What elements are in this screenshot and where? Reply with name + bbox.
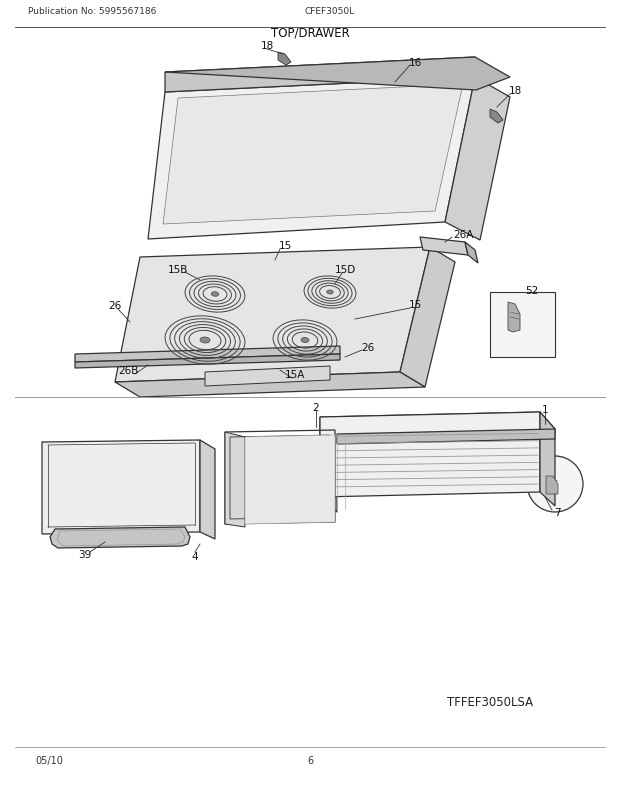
- Polygon shape: [445, 78, 510, 241]
- Polygon shape: [320, 418, 337, 512]
- Text: Publication No: 5995567186: Publication No: 5995567186: [28, 7, 156, 17]
- Ellipse shape: [211, 293, 219, 297]
- Polygon shape: [42, 440, 200, 534]
- Polygon shape: [540, 412, 555, 506]
- Polygon shape: [165, 58, 475, 93]
- Text: 39: 39: [78, 549, 92, 559]
- Text: 15: 15: [409, 300, 422, 310]
- Polygon shape: [200, 440, 215, 539]
- Text: 26: 26: [108, 301, 122, 310]
- Text: 26B: 26B: [118, 366, 138, 375]
- Polygon shape: [278, 53, 291, 66]
- Polygon shape: [115, 373, 425, 398]
- Text: 15: 15: [278, 241, 291, 251]
- Ellipse shape: [327, 290, 333, 294]
- Polygon shape: [148, 78, 475, 240]
- Polygon shape: [75, 354, 340, 369]
- Polygon shape: [320, 412, 540, 497]
- Polygon shape: [490, 293, 555, 358]
- Circle shape: [527, 456, 583, 512]
- Text: 05/10: 05/10: [35, 755, 63, 765]
- Polygon shape: [490, 110, 503, 124]
- Polygon shape: [205, 367, 330, 387]
- Polygon shape: [245, 435, 335, 525]
- Text: 7: 7: [554, 508, 560, 517]
- Text: 18: 18: [260, 41, 273, 51]
- Polygon shape: [400, 248, 455, 387]
- Text: 2: 2: [312, 403, 319, 412]
- Ellipse shape: [200, 338, 210, 343]
- Polygon shape: [50, 528, 190, 549]
- Polygon shape: [546, 476, 558, 494]
- Text: 15B: 15B: [168, 265, 188, 274]
- Text: 6: 6: [307, 755, 313, 765]
- Text: 4: 4: [192, 551, 198, 561]
- Text: 1: 1: [542, 404, 548, 415]
- Polygon shape: [115, 248, 430, 383]
- Text: CFEF3050L: CFEF3050L: [305, 7, 355, 17]
- Text: 18: 18: [508, 86, 521, 96]
- Polygon shape: [225, 432, 245, 528]
- Text: 15A: 15A: [285, 370, 305, 379]
- Polygon shape: [420, 237, 468, 256]
- Polygon shape: [320, 412, 555, 435]
- Text: TFFEF3050LSA: TFFEF3050LSA: [447, 695, 533, 709]
- Text: 16: 16: [409, 58, 422, 68]
- Polygon shape: [337, 429, 555, 444]
- Polygon shape: [508, 302, 520, 333]
- Text: 52: 52: [525, 286, 539, 296]
- Polygon shape: [165, 58, 510, 91]
- Text: TOP/DRAWER: TOP/DRAWER: [270, 26, 350, 39]
- Polygon shape: [163, 85, 463, 225]
- Polygon shape: [465, 243, 478, 264]
- Ellipse shape: [301, 338, 309, 343]
- Polygon shape: [75, 346, 340, 363]
- Text: 26A: 26A: [453, 229, 473, 240]
- Text: 15D: 15D: [334, 265, 356, 274]
- Text: 26: 26: [361, 342, 374, 353]
